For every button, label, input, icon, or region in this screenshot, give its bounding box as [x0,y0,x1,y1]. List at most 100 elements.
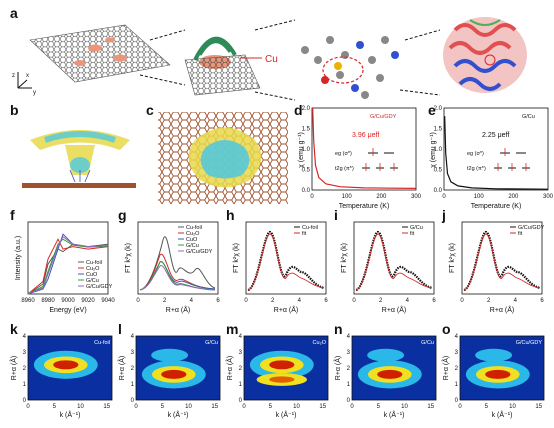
series-line-e [444,116,549,190]
xtick-i: 2 [379,298,383,304]
xtick-j: 4 [514,298,518,304]
xlabel-h: R+α (Å) [274,305,298,314]
wavelet-peak-o [485,369,511,379]
ytick-l: 2 [131,366,135,372]
ytick-k: 4 [23,334,27,340]
wavelet-peak-n [377,369,403,379]
legend-d: G/Cu/GDY [370,114,397,120]
series-line-h [247,230,325,292]
legend-entry-g: G/Cu [186,243,199,249]
ytick-o: 0 [455,398,459,404]
xtick-f: 9020 [81,298,95,304]
xtick-l: 0 [134,404,138,410]
xtick-o: 15 [535,404,542,410]
plot-frame-n [351,335,437,401]
legend-entry-i: G/Cu [410,225,423,231]
panel-b: b [10,102,140,200]
ticks-i: 0 2 4 6 [352,298,436,304]
cu-cluster-illustration [184,36,261,96]
ticks-d: 0 100 200 300 0.0 0.5 1.0 1.5 2.0 [302,106,422,200]
cu-label: Cu [265,54,278,65]
xtick-o: 0 [458,404,462,410]
xlabel-i: R+α (Å) [382,305,406,314]
ticks-j: 0 2 4 6 [460,298,544,304]
xtick-e: 300 [543,194,554,200]
wavelet-label-n: G/Cu [421,340,434,346]
ytick-m: 4 [239,334,243,340]
legend-entry-f: CuO [86,272,98,278]
ytick-k: 0 [23,398,27,404]
xtick-h: 6 [324,298,328,304]
ytick-l: 4 [131,334,135,340]
ylabel-f: Intensity (a.u.) [15,236,22,280]
wavelet-lobe-upper-n [367,348,405,362]
molecule-illustration [301,36,399,99]
series-f [27,233,109,295]
legend-entry-f: G/Cu/GDY [86,284,113,290]
panel-label-b: b [10,102,19,118]
xtick-o: 10 [509,404,516,410]
panel-label-l: l [118,321,122,337]
xtick-k: 0 [26,404,30,410]
wavelet-lobe-upper-l [151,348,189,362]
ytick-l: 3 [131,350,135,356]
xlabel-m: k (Å⁻¹) [276,410,297,419]
panel-label-h: h [226,207,235,223]
series-line-d [312,107,417,189]
panel-e: e 0 100 200 300 0.0 0.5 1.0 1.5 2.0 G/Cu 2.25 μe… [428,102,554,210]
ytick-o: 2 [455,366,459,372]
wavelet-label-o: G/Cu/GDY [516,340,543,346]
ytick-m: 0 [239,398,243,404]
legend-entry-g: CuO [186,237,198,243]
xtick-g: 4 [190,298,194,304]
panel-d: d 0 100 200 300 0.0 0.5 1.0 1.5 2.0 G/Cu/GDY 3.9… [294,102,422,210]
xtick-o: 5 [485,404,489,410]
fit-line-i [355,233,433,291]
ticks-f: 8960 8980 9000 9020 9040 [21,298,115,304]
xtick-k: 15 [103,404,110,410]
xtick-l: 10 [185,404,192,410]
xtick-m: 10 [293,404,300,410]
plot-frame-d [311,107,417,191]
ytick-d: 2.0 [302,106,311,112]
series-i [355,230,433,292]
legend-entry-h: fit [302,231,307,237]
axis-y-label: y [33,90,36,96]
legend-entry-f: Cu₂O [86,266,100,272]
xtick-n: 10 [401,404,408,410]
xtick-d: 0 [310,194,314,200]
panel-label-n: n [334,321,343,337]
wavelet-label-l: G/Cu [205,340,218,346]
ytick-d: 0.0 [302,188,311,194]
xtick-g: 6 [216,298,220,304]
xtick-k: 5 [53,404,57,410]
legend-entry-j: fit [518,231,523,237]
xlabel-f: Energy (eV) [49,307,86,314]
xtick-j: 0 [460,298,464,304]
ytick-m: 3 [239,350,243,356]
legend-entry-f: Cu-foil [86,260,102,266]
ylabel-g: FT k²χ (k) [125,243,132,273]
xtick-h: 2 [271,298,275,304]
xtick-e: 0 [442,194,446,200]
series-line-g [139,265,216,291]
ytick-d: 1.5 [302,127,311,133]
wavelet-peak-m2 [269,376,295,383]
panel-label-i: i [334,207,338,223]
panel-label-f: f [10,207,15,223]
xtick-l: 5 [161,404,165,410]
legend-entry-i: fit [410,231,415,237]
xtick-h: 0 [244,298,248,304]
wavelet-peak-k [53,360,79,370]
xlabel-n: k (Å⁻¹) [384,410,405,419]
ytick-d: 1.0 [302,147,311,153]
ylabel-n: R+α (Å) [333,356,342,380]
wavelet-label-k: Cu-foil [94,340,110,346]
